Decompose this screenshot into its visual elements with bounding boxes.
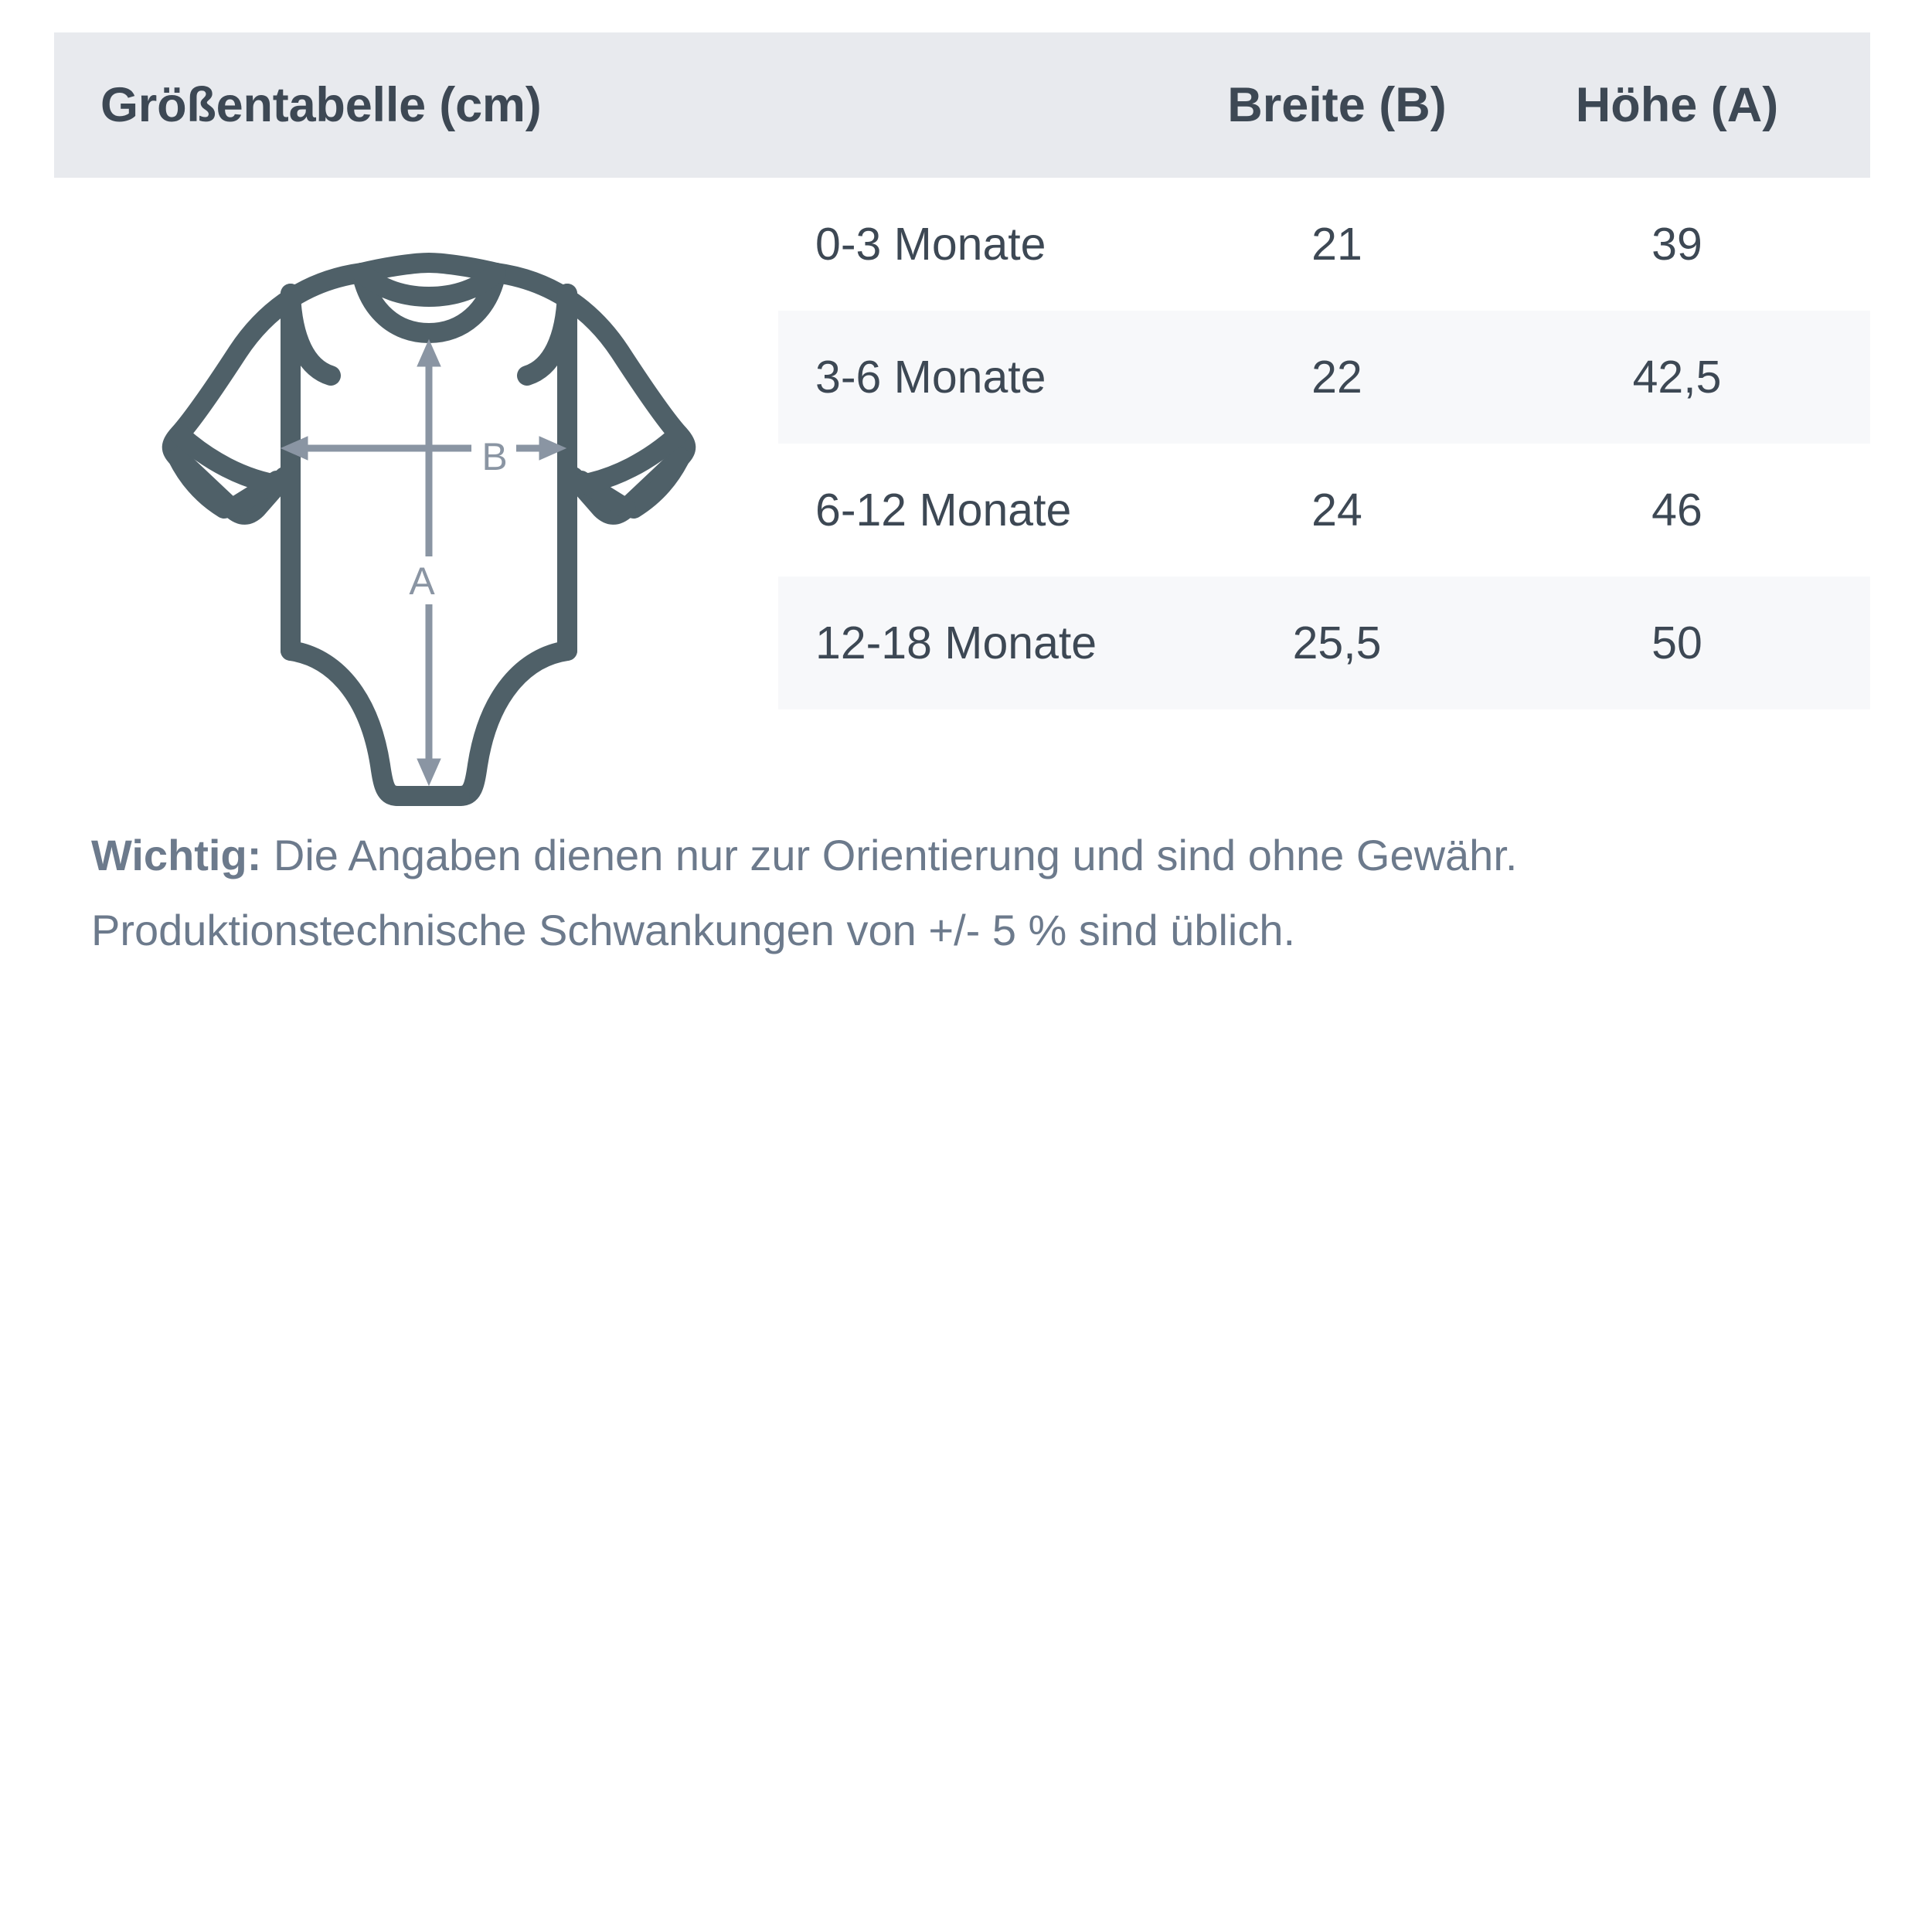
height-arrow-down: [417, 758, 441, 787]
cell-width: 21: [1311, 219, 1362, 270]
cell-size: 6-12 Monate: [815, 485, 1072, 536]
cell-height: 46: [1651, 485, 1702, 536]
cell-width: 25,5: [1292, 617, 1382, 668]
disclaimer-lead: Wichtig:: [91, 831, 262, 879]
table-row: 12-18 Monate 25,5 50: [778, 577, 1870, 709]
height-arrow-up: [417, 338, 441, 367]
cell-height: 39: [1651, 219, 1702, 270]
disclaimer-line-1-text: Die Angaben dienen nur zur Orientierung …: [261, 831, 1518, 879]
cell-size: 0-3 Monate: [815, 219, 1046, 270]
width-arrow-left: [280, 436, 308, 461]
cell-size: 3-6 Monate: [815, 352, 1046, 403]
cell-height: 42,5: [1632, 352, 1722, 403]
bodysuit-diagram: B A: [108, 224, 750, 835]
height-marker-label: A: [409, 560, 435, 603]
column-header-height: Höhe (A): [1575, 78, 1779, 132]
disclaimer-note: Wichtig: Die Angaben dienen nur zur Orie…: [91, 818, 1853, 968]
size-table-body: 0-3 Monate 21 39 3-6 Monate 22 42,5 6-12…: [778, 178, 1870, 709]
bodysuit-icon: B A: [162, 253, 696, 806]
cell-width: 22: [1311, 352, 1362, 403]
table-row: 6-12 Monate 24 46: [778, 444, 1870, 577]
dimension-markers: [280, 338, 567, 787]
page-title: Größentabelle (cm): [100, 78, 542, 132]
cell-height: 50: [1651, 617, 1702, 668]
disclaimer-line-2: Produktionstechnische Schwankungen von +…: [91, 906, 1296, 954]
column-header-width: Breite (B): [1227, 78, 1447, 132]
table-row: 3-6 Monate 22 42,5: [778, 311, 1870, 444]
width-marker-label: B: [481, 435, 507, 478]
disclaimer-line-1: Wichtig: Die Angaben dienen nur zur Orie…: [91, 818, 1853, 893]
table-row: 0-3 Monate 21 39: [778, 178, 1870, 311]
width-arrow-right: [539, 436, 567, 461]
cell-width: 24: [1311, 485, 1362, 536]
table-header-band: [54, 32, 1870, 178]
cell-size: 12-18 Monate: [815, 617, 1097, 668]
garment-outline: [162, 253, 696, 806]
